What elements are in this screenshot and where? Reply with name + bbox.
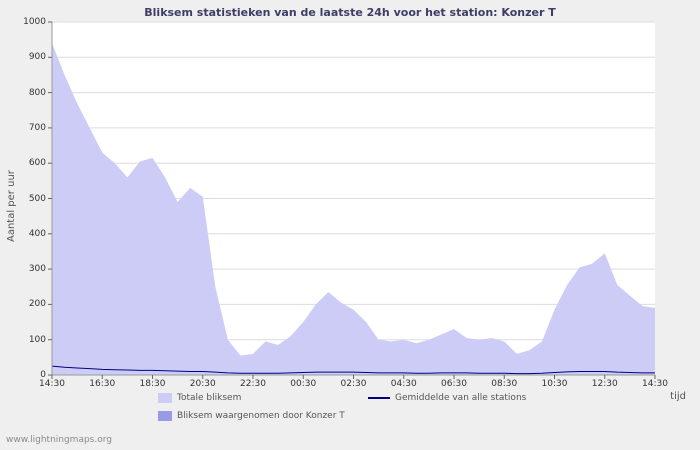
x-tick-label: 00:30 [290,379,317,389]
x-tick-label: 12:30 [591,379,618,389]
x-tick-label: 16:30 [89,379,116,389]
chart-title: Bliksem statistieken van de laatste 24h … [144,6,556,19]
legend-swatch-total [158,393,172,403]
y-tick-label: 800 [28,87,46,98]
x-tick-label: 14:30 [39,379,65,389]
x-tick-label: 20:30 [189,379,216,389]
legend-swatch-konzer [158,411,172,421]
y-tick-label: 600 [28,158,46,169]
legend-label-konzer: Bliksem waargenomen door Konzer T [177,411,345,421]
y-tick-label: 900 [28,52,46,63]
x-tick-label: 06:30 [441,379,467,389]
legend-item-gemiddelde: Gemiddelde van alle stations [368,393,526,403]
x-axis-label: tijd [670,391,686,402]
y-tick-label: 500 [28,193,46,204]
y-tick-label: 300 [28,264,46,275]
y-tick-label: 700 [28,122,46,133]
plot-svg [48,21,656,379]
legend-item-konzer: Bliksem waargenomen door Konzer T [158,411,345,421]
x-tick-label: 18:30 [139,379,166,389]
y-tick-label: 0 [40,370,46,380]
legend-swatch-avg [368,397,390,399]
plot-area [48,21,656,379]
legend-item-totale-bliksem: Totale bliksem [158,393,241,403]
legend-label-total: Totale bliksem [177,393,242,403]
y-tick-label: 100 [28,334,46,345]
x-tick-label: 04:30 [390,379,417,389]
legend-label-avg: Gemiddelde van alle stations [395,393,527,403]
x-tick-label: 14:30 [642,379,668,389]
x-tick-label: 08:30 [491,379,518,389]
y-tick-label: 400 [28,228,46,239]
watermark-link: www.lightningmaps.org [6,435,112,445]
x-tick-label: 22:30 [240,379,266,389]
x-tick-label: 02:30 [340,379,367,389]
y-tick-label: 200 [28,299,46,310]
y-tick-label: 1000 [23,17,46,27]
x-tick-label: 10:30 [541,379,568,389]
